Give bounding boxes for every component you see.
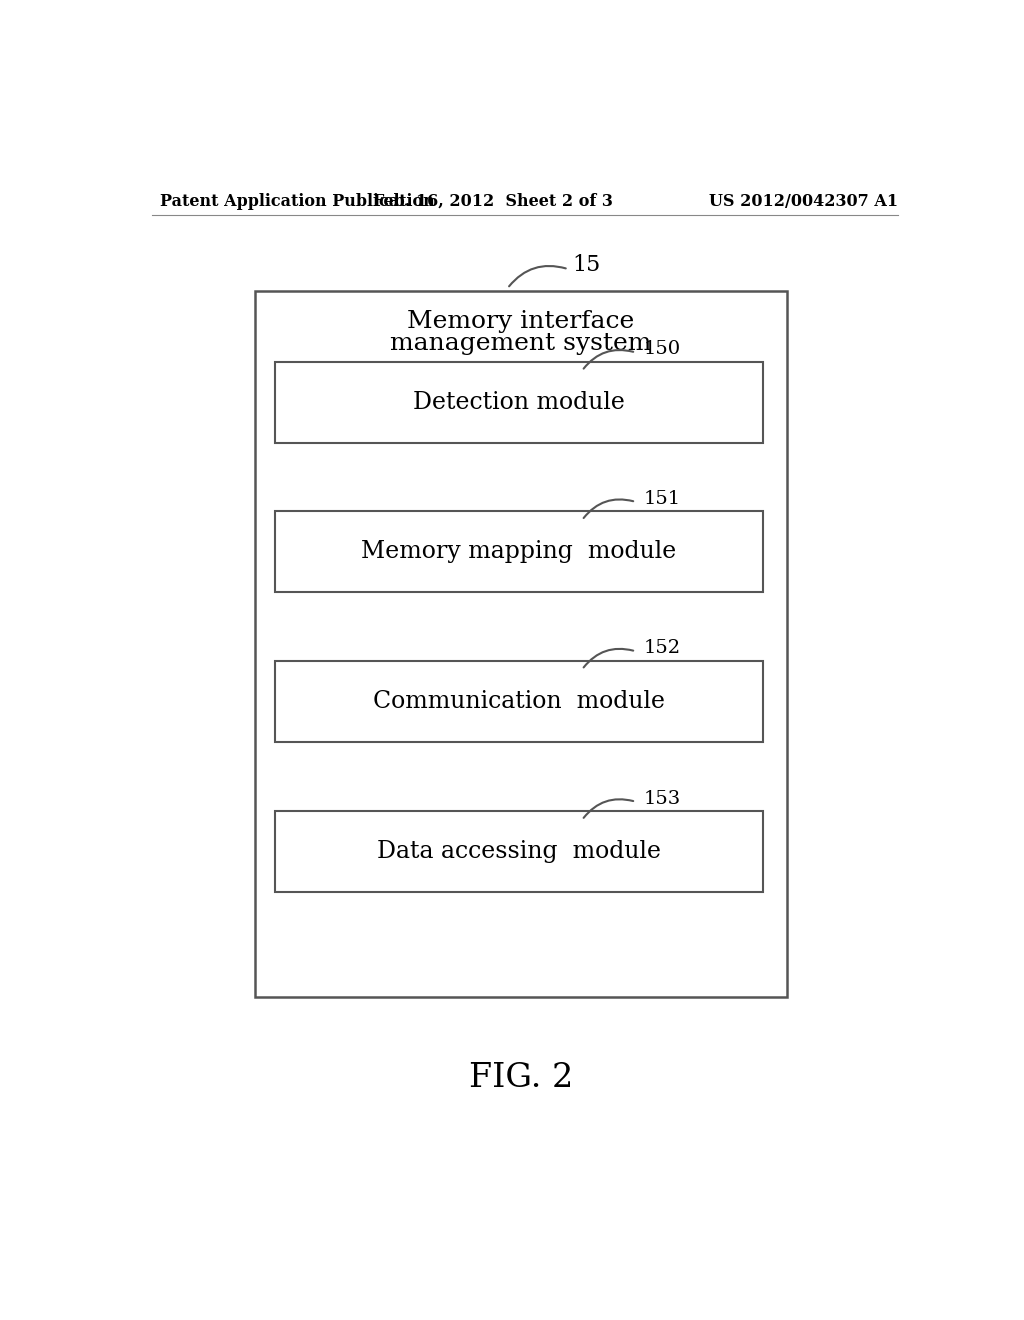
Text: 150: 150 xyxy=(644,341,681,359)
Text: Memory mapping  module: Memory mapping module xyxy=(361,540,677,564)
Text: management system: management system xyxy=(390,331,651,355)
Text: 15: 15 xyxy=(572,255,601,276)
Bar xyxy=(274,511,763,593)
Text: Detection module: Detection module xyxy=(413,391,625,414)
Text: 152: 152 xyxy=(644,639,681,657)
Text: Patent Application Publication: Patent Application Publication xyxy=(160,193,434,210)
Text: Feb. 16, 2012  Sheet 2 of 3: Feb. 16, 2012 Sheet 2 of 3 xyxy=(373,193,613,210)
Text: Memory interface: Memory interface xyxy=(408,309,635,333)
Text: 153: 153 xyxy=(644,789,681,808)
Text: Communication  module: Communication module xyxy=(373,689,665,713)
Bar xyxy=(274,810,763,892)
Text: FIG. 2: FIG. 2 xyxy=(469,1063,573,1094)
Bar xyxy=(274,362,763,444)
Bar xyxy=(274,660,763,742)
Text: Data accessing  module: Data accessing module xyxy=(377,840,660,863)
Text: 151: 151 xyxy=(644,490,681,508)
Text: US 2012/0042307 A1: US 2012/0042307 A1 xyxy=(709,193,898,210)
Bar xyxy=(255,290,786,997)
